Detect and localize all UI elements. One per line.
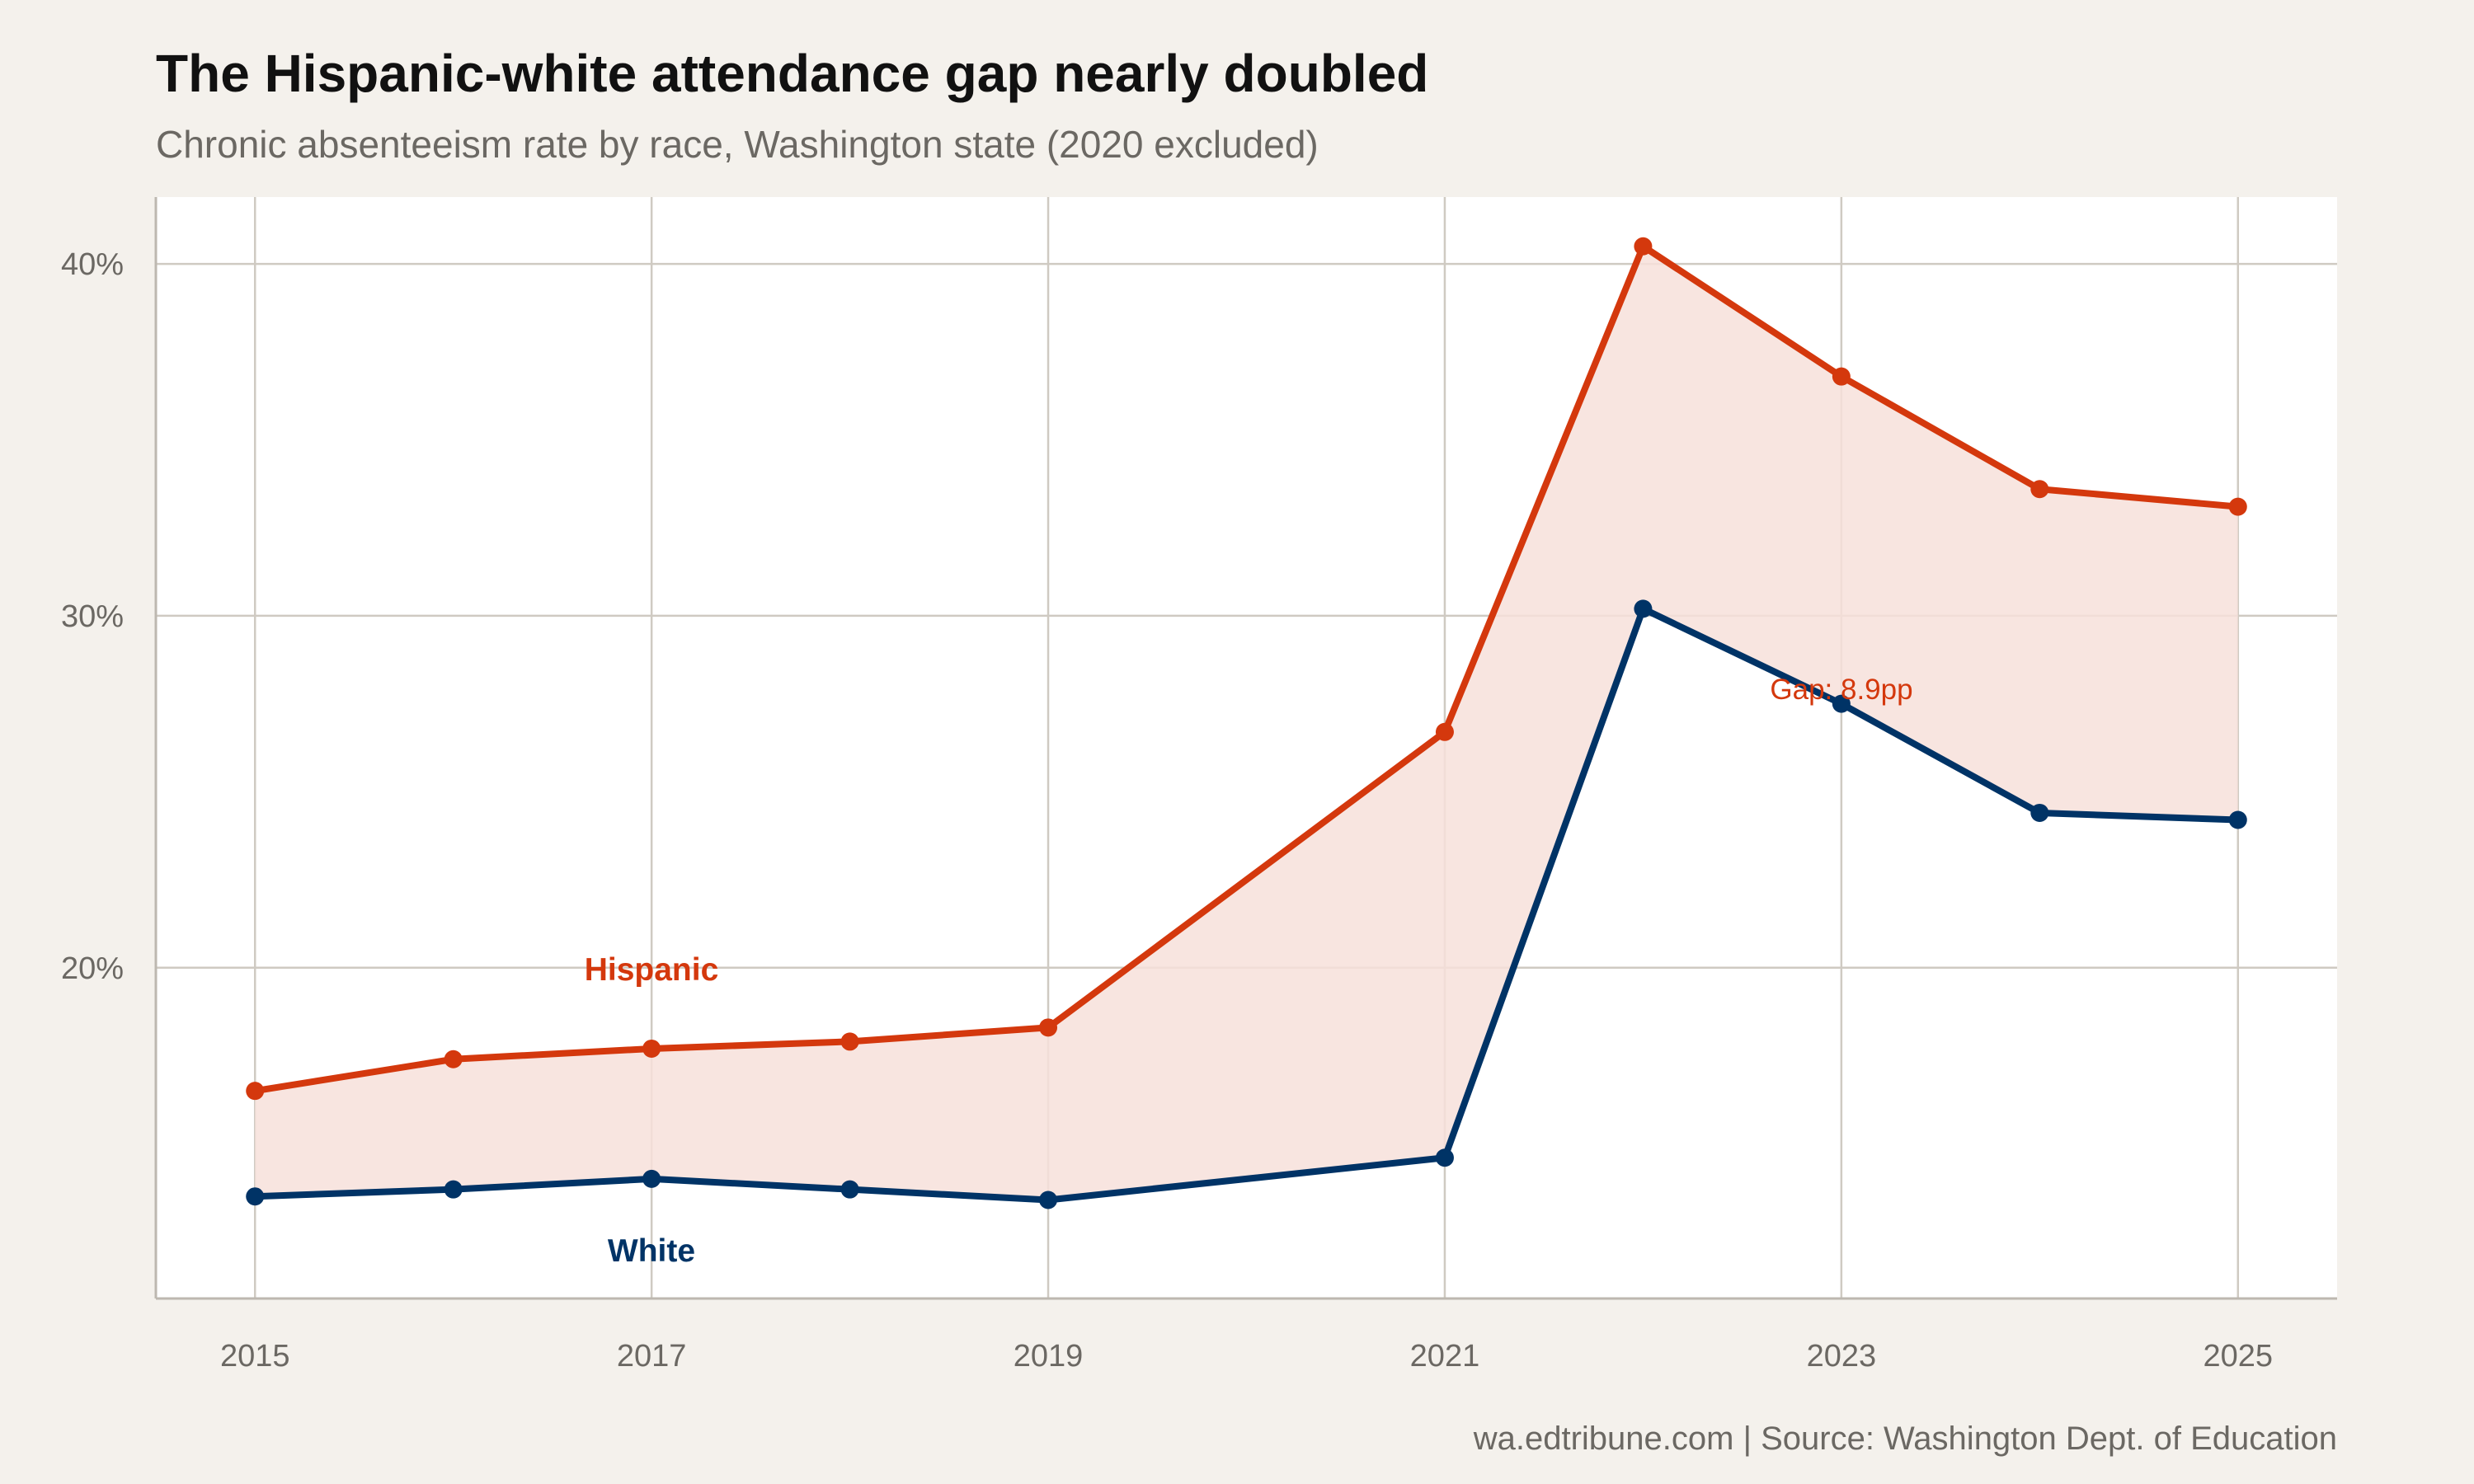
point-hispanic-2023 [1832, 367, 1851, 386]
y-tick-label: 20% [61, 951, 124, 986]
x-tick-label: 2017 [617, 1339, 687, 1374]
x-tick-label: 2015 [220, 1339, 290, 1374]
point-white-2023 [1832, 694, 1851, 713]
point-hispanic-2021 [1435, 722, 1454, 741]
point-white-2018 [840, 1180, 859, 1199]
point-white-2016 [444, 1180, 463, 1199]
gap-area [255, 246, 2238, 1200]
line-white [255, 605, 2238, 1204]
point-hispanic-2025 [2228, 497, 2247, 516]
point-white-2024 [2030, 803, 2049, 822]
x-tick-label: 2021 [1410, 1339, 1480, 1374]
point-hispanic-2016 [444, 1050, 463, 1068]
point-white-2025 [2228, 810, 2247, 829]
point-hispanic-2022 [1634, 237, 1653, 256]
source-caption: wa.edtribune.com | Source: Washington De… [1473, 1421, 2337, 1457]
point-white-2015 [246, 1187, 265, 1206]
point-white-2021 [1435, 1148, 1454, 1167]
series-group [246, 237, 2247, 1209]
series-label-hispanic: Hispanic [585, 952, 719, 988]
y-tick-label: 30% [61, 599, 124, 634]
x-tick-label: 2023 [1807, 1339, 1877, 1374]
point-hispanic-2018 [840, 1032, 859, 1051]
point-hispanic-2024 [2030, 480, 2049, 499]
point-white-2022 [1634, 599, 1653, 618]
series-label-white: White [608, 1233, 695, 1269]
y-tick-label: 40% [61, 247, 124, 282]
chart-subtitle: Chronic absenteeism rate by race, Washin… [156, 123, 1319, 166]
chart-title: The Hispanic-white attendance gap nearly… [156, 44, 1428, 103]
point-hispanic-2017 [642, 1039, 661, 1058]
tick-labels: 2015 2017 2019 2021 2023 2025 20% 30% 40% [61, 247, 2273, 1374]
x-tick-label: 2025 [2203, 1339, 2273, 1374]
gap-annotation: Gap: 8.9pp [1770, 674, 1912, 706]
line-hispanic [254, 242, 2239, 1095]
point-white-2019 [1039, 1190, 1058, 1209]
point-hispanic-2019 [1039, 1018, 1058, 1037]
point-white-2017 [642, 1169, 661, 1188]
x-tick-label: 2019 [1014, 1339, 1084, 1374]
point-hispanic-2015 [246, 1082, 265, 1101]
